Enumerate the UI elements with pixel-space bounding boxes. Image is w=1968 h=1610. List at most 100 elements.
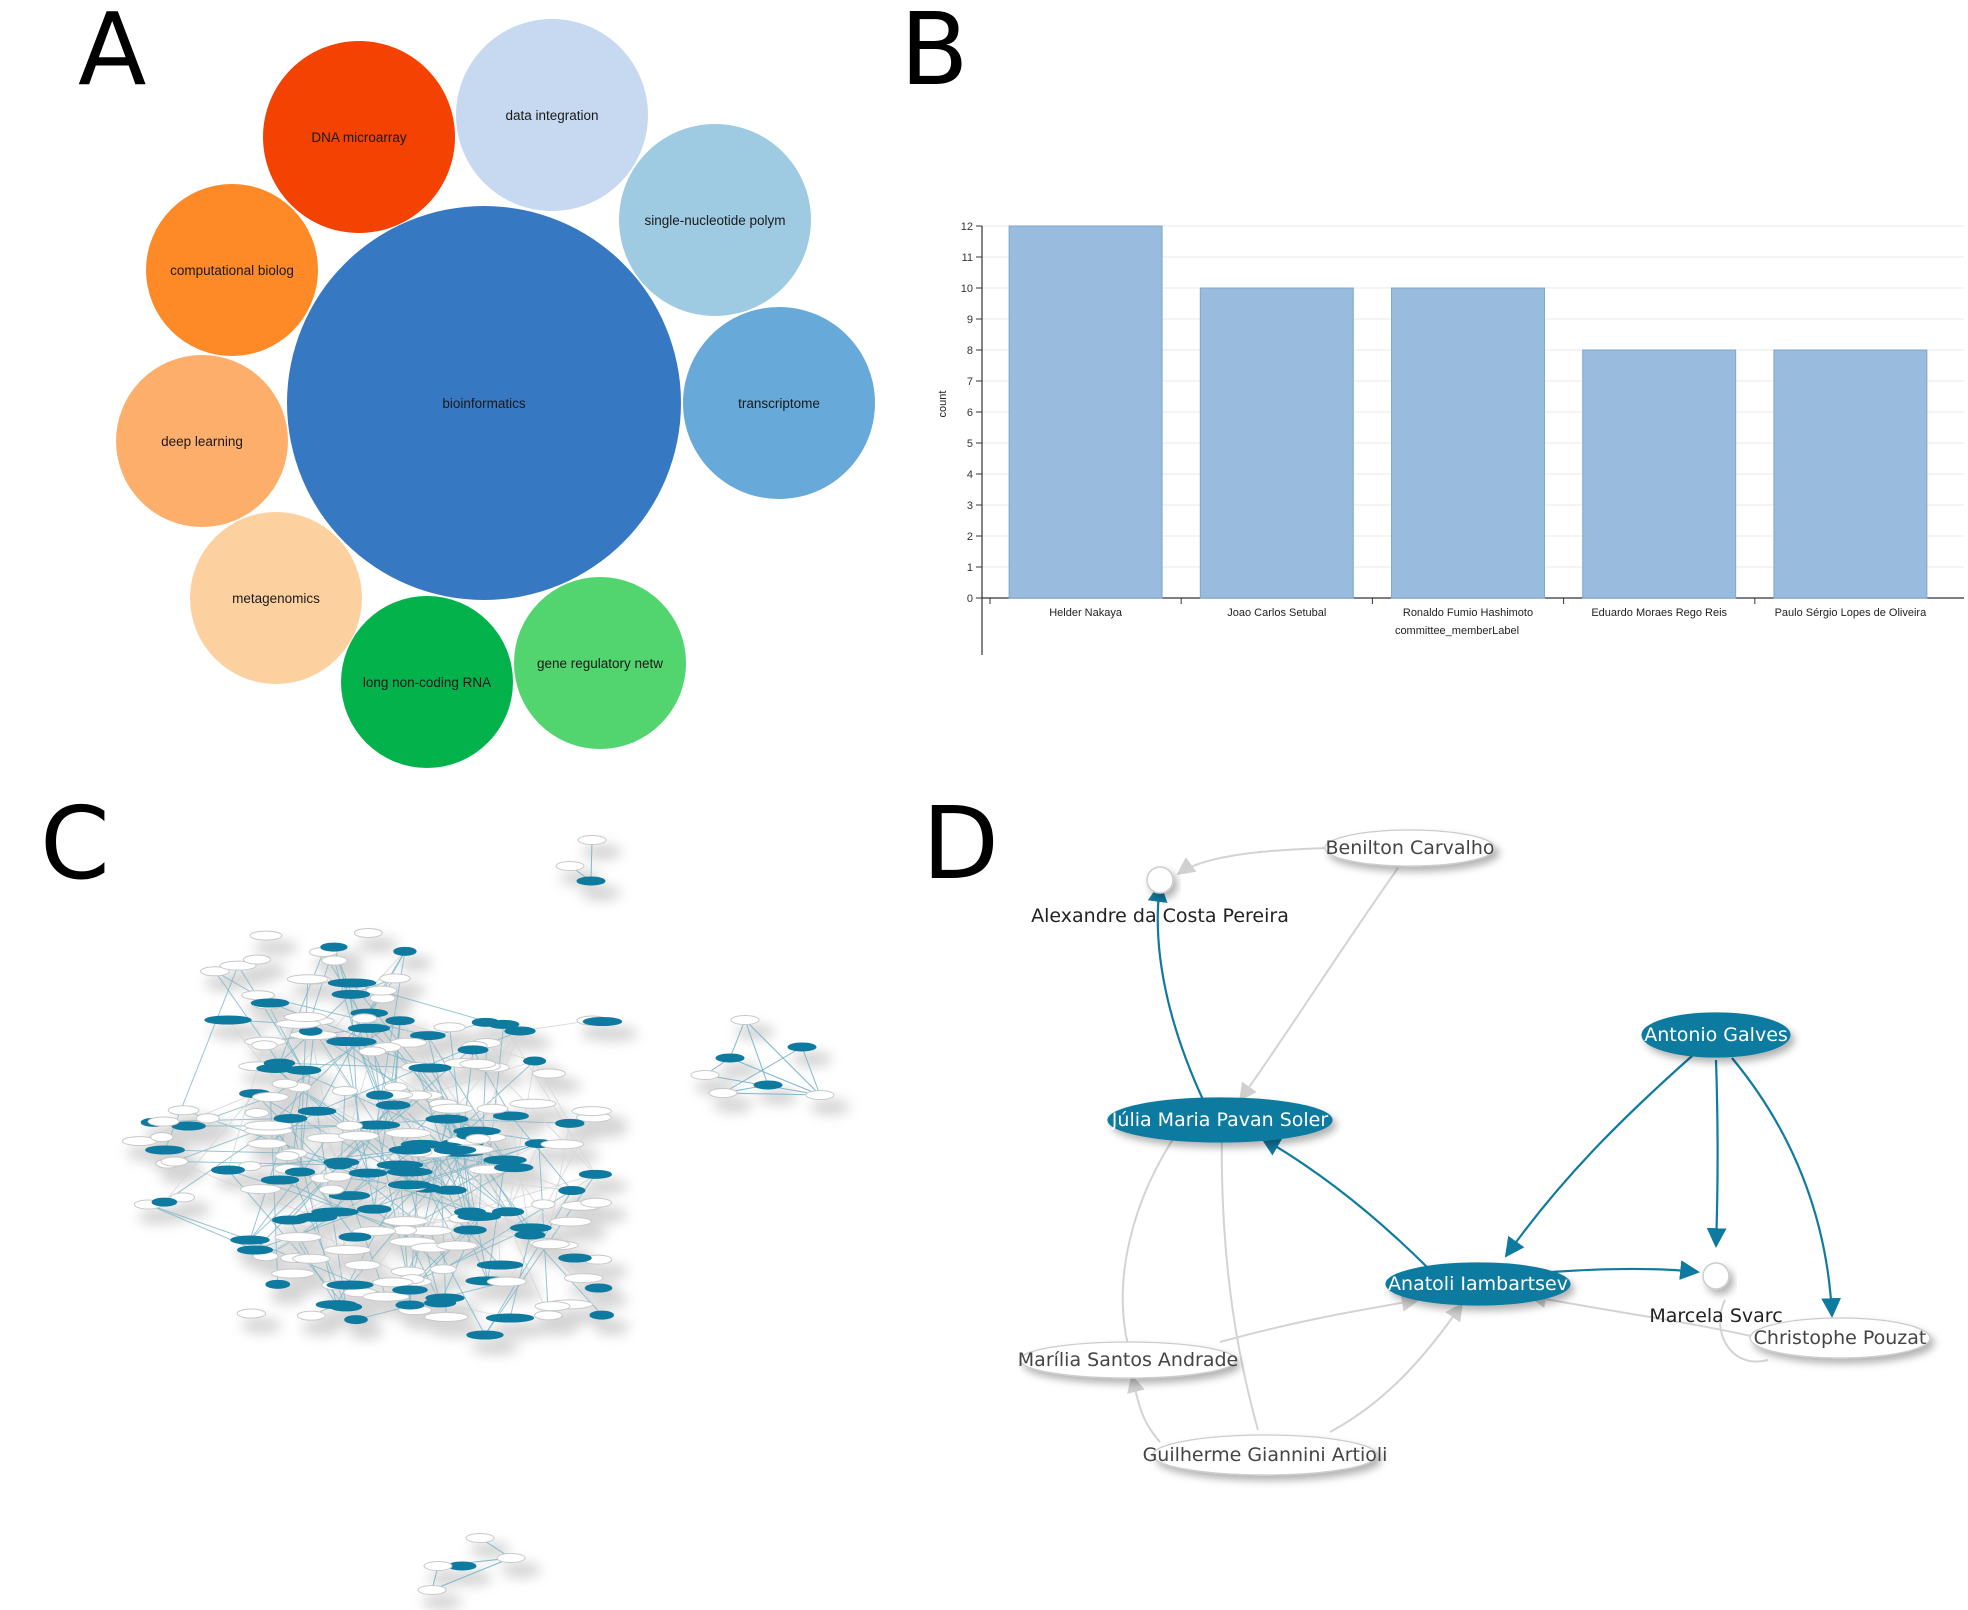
node-shadow	[234, 1244, 286, 1260]
node-shadow	[490, 1322, 550, 1338]
x-tick-label: Eduardo Moraes Rego Reis	[1591, 607, 1727, 619]
network-edge	[474, 1030, 521, 1047]
edge-christophe-anatoli	[1528, 1290, 1761, 1339]
network-edge	[270, 1020, 401, 1098]
network-node	[473, 1061, 501, 1072]
network-edge	[409, 1143, 423, 1151]
network-edge	[289, 1178, 323, 1221]
network-edge	[704, 1074, 821, 1096]
network-node	[577, 835, 607, 845]
network-node-highlighted	[555, 1118, 585, 1128]
node-label-anatoli-iambartsev: Anatoli Iambartsev	[1388, 1273, 1568, 1295]
network-node	[401, 1181, 428, 1192]
node-shadow	[336, 1095, 374, 1112]
node-shadow	[296, 1262, 346, 1279]
network-edge	[338, 1051, 373, 1166]
network-edge	[349, 1103, 444, 1196]
network-edge	[569, 1110, 592, 1124]
network-node-highlighted	[753, 1080, 783, 1090]
node-shadow	[476, 1046, 517, 1063]
network-edge	[373, 1149, 456, 1232]
network-node	[429, 1264, 457, 1275]
network-node	[428, 1098, 458, 1109]
network-edge	[449, 1138, 479, 1191]
node-shadow	[241, 1254, 289, 1270]
bar-1	[1199, 287, 1354, 599]
network-edge	[349, 1278, 413, 1286]
node-shadow	[414, 1157, 468, 1174]
node-shadow	[333, 1199, 386, 1216]
network-node	[433, 1022, 466, 1033]
network-node-highlighted	[494, 1163, 534, 1173]
node-shadow	[320, 1308, 373, 1325]
node-shadow	[470, 1542, 510, 1558]
network-edge	[729, 1019, 746, 1059]
network-edge	[440, 1302, 511, 1319]
node-shadow	[695, 1079, 735, 1095]
network-node-highlighted	[395, 1300, 425, 1310]
network-edge	[290, 1118, 338, 1305]
network-edge	[801, 1046, 821, 1096]
network-node-highlighted	[386, 1167, 433, 1177]
network-node	[286, 974, 329, 985]
network-node	[274, 1163, 303, 1174]
network-edge	[350, 994, 360, 1136]
network-edge	[164, 1130, 269, 1203]
network-edge	[744, 1019, 769, 1086]
node-shadow	[361, 1213, 408, 1230]
node-shadow	[215, 1174, 261, 1190]
node-shadow	[389, 1137, 448, 1154]
edge-anatoli-julia	[1260, 1137, 1431, 1271]
network-edge	[340, 1090, 346, 1163]
network-edge	[311, 1304, 337, 1317]
network-node	[443, 1058, 486, 1069]
network-node	[323, 1171, 352, 1182]
network-edge	[310, 1031, 338, 1177]
bubble-9	[514, 577, 686, 749]
network-node	[379, 973, 411, 984]
node-shadow	[554, 1225, 608, 1242]
network-node-highlighted	[409, 1031, 446, 1041]
node-shadow	[410, 1234, 469, 1251]
node-anatoli-iambartsev	[1385, 1262, 1571, 1306]
network-edge	[267, 1004, 304, 1071]
network-edge	[472, 1030, 521, 1051]
node-shadow	[559, 1127, 600, 1144]
edge-marilia-anatoli	[1219, 1293, 1420, 1343]
node-shadow	[204, 975, 246, 992]
network-node	[243, 1036, 287, 1047]
network-edge	[538, 1143, 549, 1316]
node-shadow	[514, 1231, 568, 1248]
network-edge	[400, 1184, 531, 1229]
network-node	[384, 1128, 432, 1139]
node-shadow	[334, 1310, 378, 1327]
network-edge	[275, 1068, 427, 1189]
edge-antonio-anatoli	[1504, 1055, 1693, 1258]
network-node-highlighted	[348, 1168, 388, 1178]
network-node	[219, 960, 257, 971]
network-node	[406, 1090, 443, 1101]
node-shadow	[330, 1168, 368, 1185]
node-label-marcela-svarc: Marcela Svarc	[1649, 1305, 1782, 1327]
network-edge	[409, 1144, 423, 1306]
network-edge	[278, 1063, 290, 1169]
network-edge	[333, 946, 381, 1096]
bubble-label-6: deep learning	[161, 434, 243, 449]
network-edge	[183, 1109, 369, 1174]
bubble-2	[263, 41, 455, 233]
node-shadow	[405, 1190, 443, 1207]
network-node	[318, 1184, 345, 1195]
node-shadow	[469, 1142, 507, 1159]
node-shadow	[390, 1189, 432, 1206]
network-node	[366, 1089, 414, 1100]
network-edge	[430, 1152, 509, 1213]
network-node-highlighted	[433, 1145, 477, 1155]
network-edge	[254, 1093, 427, 1189]
node-shadow	[462, 1053, 505, 1070]
node-shadow	[403, 1283, 441, 1300]
network-node-highlighted	[558, 1186, 586, 1196]
network-node	[133, 1199, 163, 1210]
network-edge	[395, 1020, 401, 1087]
network-edge	[356, 1041, 381, 1096]
node-shadow	[248, 1129, 309, 1146]
